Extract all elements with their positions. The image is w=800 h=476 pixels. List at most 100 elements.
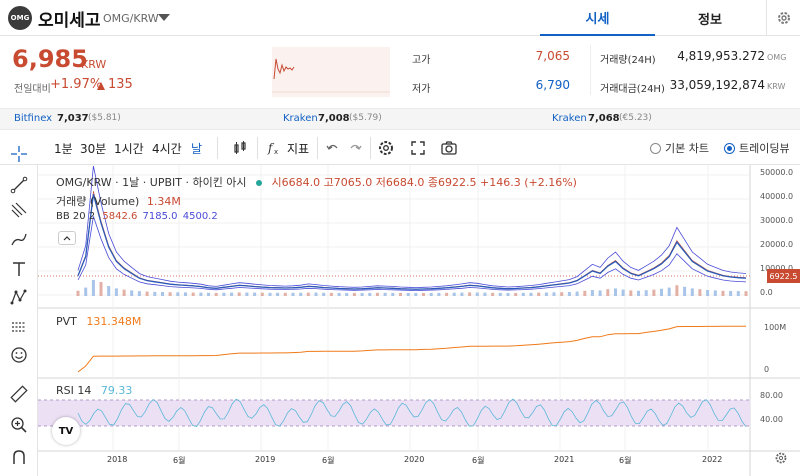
interval-day[interactable]: 날 (191, 142, 203, 156)
volume-legend-value: 1.34M (146, 195, 181, 208)
basic-chart-label[interactable]: 기본 차트 (665, 142, 709, 155)
magnet-icon[interactable] (7, 445, 31, 469)
volume-value: 4,819,953.272 (677, 49, 765, 63)
legend-change: +146.3 (+2.16%) (479, 176, 577, 189)
tab-info[interactable]: 정보 (698, 12, 722, 28)
volume-bar (107, 286, 111, 296)
volume-bar (552, 292, 556, 296)
volume-bar (506, 293, 510, 296)
volume-bars (76, 280, 748, 296)
coin-select-chevron-down-icon[interactable] (158, 14, 170, 21)
volume-bar (283, 292, 287, 296)
volume-bar (176, 292, 180, 296)
volume-bar (637, 290, 640, 296)
tradingview-radio[interactable] (724, 143, 735, 154)
ruler-icon[interactable] (7, 382, 31, 406)
toolbar-divider (317, 137, 318, 159)
volume-bar (76, 290, 80, 296)
volume-bar (560, 292, 564, 296)
volume-bar (207, 292, 210, 296)
current-price: 6,985 (12, 45, 88, 73)
volume-bar (137, 291, 141, 296)
chart-legend-main: OMG/KRW · 1날 · UPBIT · 하이킨 아시 시6684.0 고7… (56, 174, 577, 190)
volume-bar (276, 292, 280, 296)
volume-bar (683, 286, 687, 296)
volume-bar (153, 291, 157, 296)
interval-30m[interactable]: 30분 (80, 142, 107, 156)
volume-bar (698, 289, 702, 296)
axis-settings-gear-icon[interactable] (771, 448, 791, 468)
volume-bar (667, 287, 671, 296)
indicators-button[interactable]: 지표 (287, 142, 310, 156)
camera-screenshot-icon[interactable] (437, 136, 461, 160)
fullscreen-icon[interactable] (406, 136, 430, 160)
volume-bar (391, 292, 395, 296)
time-axis-tick: 6월 (619, 456, 632, 465)
volume-bar (590, 290, 594, 296)
volume-bar (468, 292, 472, 296)
volume-bar (184, 292, 187, 296)
time-axis-tick: 2019 (255, 455, 276, 464)
tradingview-logo-icon[interactable]: TV (52, 417, 80, 445)
measure-tool-icon[interactable] (7, 315, 31, 339)
trend-line-icon[interactable] (7, 173, 31, 197)
chart-canvas[interactable] (38, 165, 800, 476)
exchange-name[interactable]: Kraken (283, 113, 318, 124)
time-axis-tick: 2018 (107, 455, 128, 464)
interval-1m[interactable]: 1분 (54, 142, 73, 156)
undo-icon[interactable] (321, 136, 345, 160)
bb-lower-band (77, 216, 747, 291)
exchange-price: 7,068 (588, 113, 620, 124)
price-chart[interactable]: OMG/KRW · 1날 · UPBIT · 하이킨 아시 시6684.0 고7… (38, 165, 800, 476)
amount-value: 33,059,192,874 (669, 78, 765, 92)
volume-bar (414, 293, 418, 296)
basic-chart-radio[interactable] (650, 143, 661, 154)
zoom-in-icon[interactable] (7, 413, 31, 437)
tab-sise[interactable]: 시세 (540, 0, 655, 36)
volume-bar (122, 289, 126, 296)
volume-bar (222, 292, 226, 296)
toolbar-divider (217, 137, 218, 159)
volume-bar (721, 290, 725, 296)
chart-legend-volume: 거래량 (Volume) 1.34M (56, 193, 181, 209)
volume-bar (429, 293, 433, 296)
time-axis-tick: 2020 (404, 455, 425, 464)
text-tool-icon[interactable] (7, 257, 31, 281)
exchange-name[interactable]: Kraken (552, 113, 587, 124)
volume-bar (644, 290, 648, 296)
exchange-foreign-price: ($5.79) (349, 113, 382, 123)
amount-unit: KRW (767, 82, 786, 91)
candle-type-icon[interactable] (228, 136, 252, 160)
volume-bar (299, 292, 303, 296)
pattern-tool-icon[interactable] (7, 285, 31, 309)
emoji-icon[interactable] (7, 343, 31, 367)
time-axis-tick: 6월 (322, 456, 335, 465)
svg-text:x: x (274, 148, 278, 156)
volume-bar (575, 291, 579, 296)
chart-settings-gear-icon[interactable] (374, 136, 398, 160)
legend-collapse-chevron-up-icon[interactable] (58, 231, 76, 245)
interval-1h[interactable]: 1시간 (114, 142, 144, 156)
legend-close: 종6922.5 (427, 176, 477, 189)
settings-gear-icon[interactable] (766, 0, 800, 36)
volume-bar (675, 285, 679, 296)
change-label: 전일대비 (14, 84, 51, 95)
exchange-name[interactable]: Bitfinex (14, 113, 53, 124)
volume-bar (291, 292, 295, 296)
price-axis-tick: 50000.0 (760, 168, 794, 177)
volume-bar (245, 292, 249, 296)
brush-icon[interactable] (7, 227, 31, 251)
volume-bar (168, 292, 172, 296)
volume-bar (237, 292, 241, 296)
volume-bar (306, 292, 310, 296)
volume-bar (161, 292, 164, 296)
crosshair-icon[interactable] (7, 142, 31, 166)
tradingview-label[interactable]: 트레이딩뷰 (739, 142, 790, 155)
volume-legend-label: 거래량 (Volume) (56, 195, 140, 208)
redo-icon[interactable] (343, 136, 367, 160)
interval-4h[interactable]: 4시간 (152, 142, 182, 156)
volume-bar (614, 288, 617, 296)
fib-tools-icon[interactable] (7, 198, 31, 222)
